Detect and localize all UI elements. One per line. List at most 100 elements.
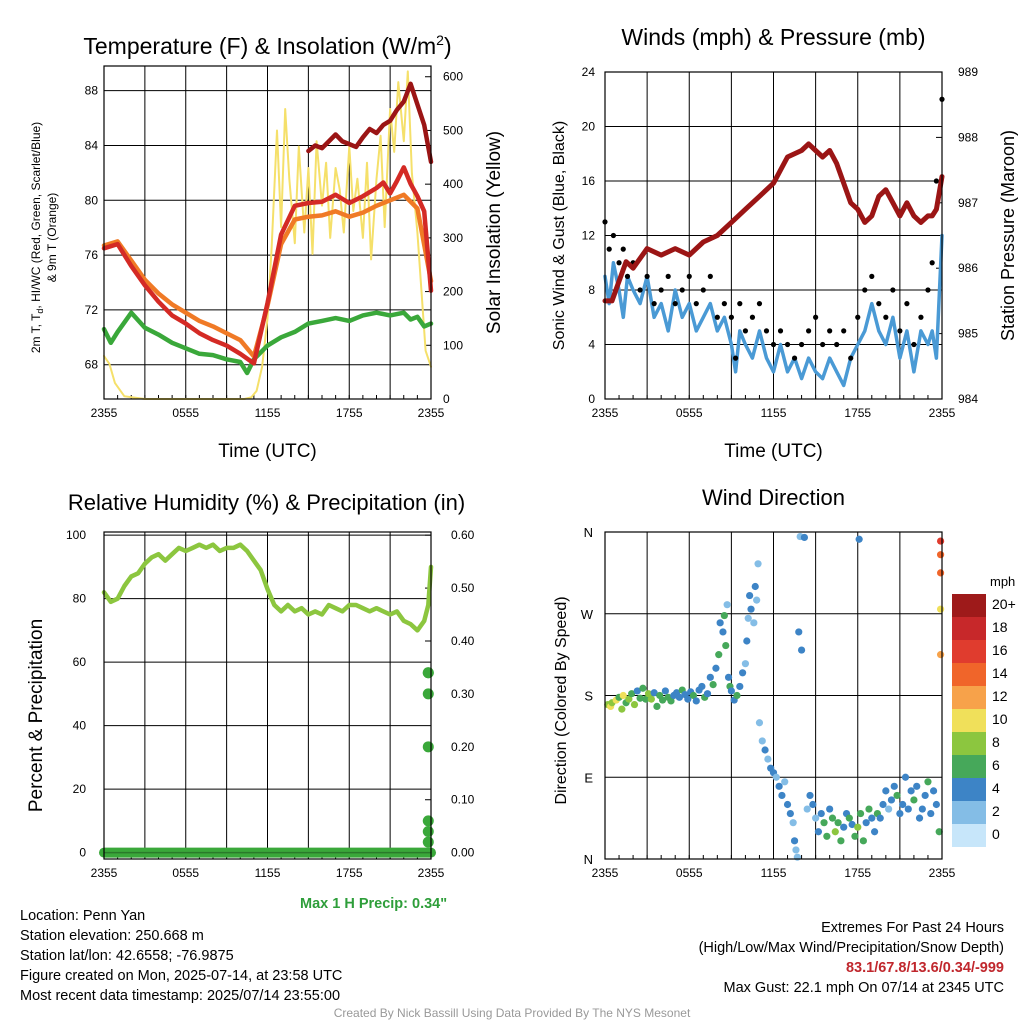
y-tick-label-right: 600: [443, 70, 463, 84]
direction-point: [918, 805, 926, 813]
x-tick-label: 1155: [761, 406, 787, 420]
direction-point: [709, 681, 717, 689]
y-tick-label: W: [581, 607, 594, 622]
direction-point: [633, 687, 641, 695]
y-tick-label-left: 24: [582, 65, 596, 79]
x-tick-label: 0555: [676, 866, 703, 880]
direction-point: [625, 695, 633, 703]
y-tick-label-left: 0: [79, 846, 86, 860]
dewpoint-series: [101, 310, 434, 376]
direction-point: [764, 755, 772, 763]
direction-point: [790, 837, 799, 845]
direction-point: [797, 646, 806, 654]
direction-point: [904, 805, 912, 813]
y-tick-label-right: 200: [443, 285, 463, 299]
gust-point: [700, 287, 706, 293]
direction-point: [739, 669, 747, 677]
y-axis-label-right: Station Pressure (Maroon): [998, 130, 1018, 341]
direction-point: [936, 551, 945, 559]
gust-point: [890, 287, 896, 293]
gust-point: [784, 341, 791, 348]
speed-legend: mph 20+ 18 16 14 12 10 8 6 4 2 0: [952, 574, 1016, 847]
direction-point: [855, 535, 863, 543]
direction-point: [865, 805, 873, 813]
direction-point: [837, 837, 845, 845]
direction-point: [716, 619, 724, 627]
x-tick-label: 0555: [676, 406, 703, 420]
y-tick-label-left: 80: [85, 193, 99, 207]
gust-point: [651, 301, 657, 307]
temperature-chart: 2355 0555 1155 1755 2355 68 72 76 80 84 88 0 100 200 3…: [29, 32, 505, 462]
title-end: ): [444, 33, 452, 59]
direction-point: [723, 601, 731, 609]
legend-label: 4: [992, 780, 1000, 796]
gust-point: [763, 328, 770, 334]
max-precip-note: Max 1 H Precip: 0.34": [300, 896, 448, 912]
heat-index-series: [306, 81, 434, 165]
y-tick-label-right: 400: [443, 177, 463, 191]
legend-label: 12: [992, 688, 1008, 704]
gust-point: [756, 301, 763, 307]
legend-label: 20+: [992, 596, 1016, 612]
gust-point: [728, 314, 734, 320]
gust-point: [897, 328, 903, 334]
extremes-info: Extremes For Past 24 Hours (High/Low/Max…: [699, 918, 1004, 998]
direction-point: [890, 782, 898, 790]
direction-point: [812, 814, 820, 822]
direction-point: [636, 694, 644, 702]
y-tick-label-left: 84: [85, 138, 99, 152]
direction-point: [786, 809, 794, 818]
legend-swatch: [952, 594, 986, 617]
extremes-description: (High/Low/Max Wind/Precipitation/Snow De…: [698, 940, 1004, 956]
chart-title: Winds (mph) & Pressure (mb): [621, 24, 925, 50]
x-tick-label: 1155: [761, 866, 787, 880]
direction-point: [915, 814, 924, 822]
gust-point: [770, 341, 777, 348]
direction-point: [800, 533, 808, 542]
gust-point: [862, 287, 868, 293]
precip-point: [422, 836, 434, 848]
direction-point: [675, 693, 684, 701]
direction-point: [828, 814, 837, 822]
y-tick-label-left: 20: [73, 782, 87, 796]
direction-point: [927, 809, 935, 818]
gust-point: [798, 341, 805, 348]
y-tick-label-right: 300: [443, 231, 463, 245]
gust-point: [883, 314, 889, 320]
y-axis-label-left-line2: & 9m T (Orange): [45, 193, 59, 283]
gust-point: [742, 328, 749, 334]
gust-point: [714, 314, 720, 320]
pressure-series: [602, 141, 945, 304]
gust-point: [806, 328, 812, 334]
direction-point: [783, 800, 792, 809]
gust-point: [721, 301, 727, 307]
chart-title: Wind Direction: [702, 485, 845, 510]
y-tick-label-left: 4: [588, 338, 595, 352]
gust-point: [929, 260, 935, 266]
direction-point: [618, 705, 626, 713]
precip-point: [422, 688, 434, 700]
x-tick-label: 1755: [844, 406, 871, 420]
direction-point: [653, 702, 661, 711]
y-tick-label: N: [584, 525, 593, 540]
y-tick-label-left: 72: [85, 303, 99, 317]
gust-point: [791, 355, 798, 361]
y-tick-label: N: [584, 852, 593, 867]
legend-swatch: [952, 640, 986, 663]
x-axis-label: Time (UTC): [218, 441, 317, 462]
direction-point: [814, 828, 823, 836]
y-tick-label-right: 986: [958, 261, 978, 275]
gust-point: [707, 273, 713, 279]
direction-point: [761, 746, 769, 754]
direction-point: [667, 697, 675, 705]
legend-label: 18: [992, 619, 1008, 635]
location-text: Location: Penn Yan: [20, 908, 146, 924]
y-tick-label-right: 0.40: [451, 634, 475, 648]
direction-point: [642, 695, 650, 703]
direction-point: [795, 628, 803, 636]
direction-point: [753, 596, 761, 604]
direction-point: [630, 700, 639, 709]
direction-point: [720, 611, 728, 620]
legend-swatch: [952, 663, 986, 686]
precip-point: [422, 741, 434, 753]
